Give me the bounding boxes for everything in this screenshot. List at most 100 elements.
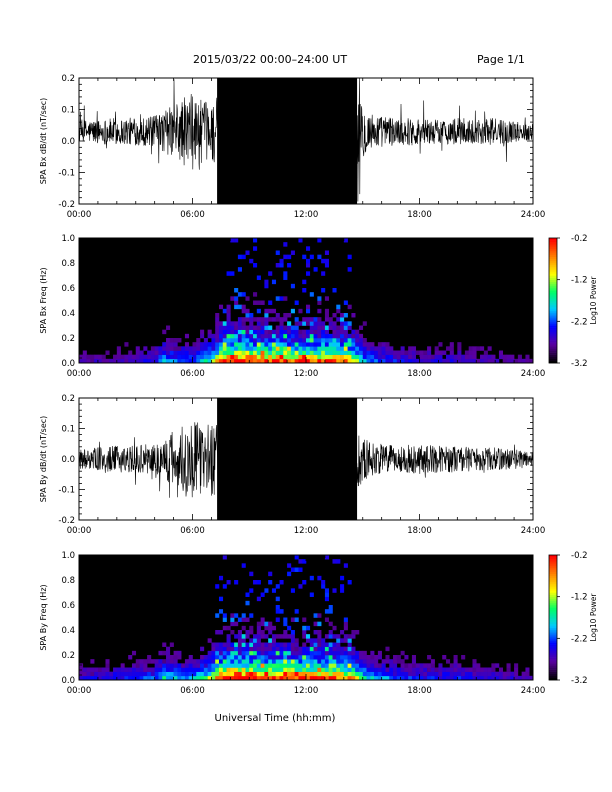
heatmap-cell <box>226 350 231 355</box>
heatmap-cell <box>290 308 295 314</box>
heatmap-cell <box>290 283 295 289</box>
heatmap-cell <box>358 358 364 364</box>
heatmap-cell <box>101 354 106 360</box>
y-tick-label: 0.0 <box>61 455 75 465</box>
heatmap-cell <box>113 675 118 681</box>
heatmap-cell <box>150 346 155 351</box>
heatmap-cell <box>256 671 261 677</box>
heatmap-cell <box>336 667 341 672</box>
heatmap-cell <box>287 659 292 664</box>
heatmap-cell <box>340 675 345 681</box>
heatmap-cell <box>268 308 273 314</box>
heatmap-cell <box>268 646 273 652</box>
heatmap-cell <box>332 325 337 330</box>
heatmap-cell <box>351 350 356 355</box>
heatmap-cell <box>434 358 439 364</box>
heatmap-cell <box>184 667 190 672</box>
heatmap-cell <box>370 663 375 668</box>
heatmap-cell <box>234 655 239 660</box>
heatmap-cell <box>150 675 155 681</box>
y-tick-label: 0.2 <box>61 394 75 404</box>
heatmap-cell <box>347 663 352 668</box>
heatmap-cell <box>415 675 420 681</box>
heatmap-cell <box>306 638 311 643</box>
heatmap-cell <box>253 246 258 251</box>
heatmap-cell <box>237 650 242 656</box>
heatmap-cell <box>306 625 311 631</box>
heatmap-cell <box>340 325 345 330</box>
heatmap-cell <box>90 354 95 360</box>
heatmap-cell <box>290 346 295 351</box>
heatmap-cell <box>249 655 254 660</box>
heatmap-cell <box>287 663 292 668</box>
heatmap-cell <box>321 325 326 330</box>
heatmap-cell <box>464 671 469 677</box>
heatmap-cell <box>275 313 280 318</box>
heatmap-cell <box>131 354 137 360</box>
heatmap-cell <box>218 646 224 652</box>
heatmap-cell <box>97 667 102 672</box>
heatmap-cell <box>389 346 394 351</box>
colorbar-segment <box>549 575 557 579</box>
heatmap-cell <box>139 663 144 668</box>
heatmap-cell <box>271 671 277 677</box>
heatmap-cell <box>294 325 299 330</box>
heatmap-cell <box>105 350 110 355</box>
heatmap-cell <box>147 350 152 355</box>
heatmap-cell <box>317 675 322 681</box>
heatmap-cell <box>294 646 299 652</box>
heatmap-cell <box>324 588 329 593</box>
heatmap-cell <box>294 642 299 647</box>
heatmap-cell <box>400 346 405 351</box>
heatmap-cell <box>453 671 458 677</box>
heatmap-cell <box>370 342 375 347</box>
colorbar-segment <box>549 588 557 591</box>
heatmap-cell <box>264 308 269 314</box>
colorbar-tick-label: -1.2 <box>571 276 588 286</box>
heatmap-cell <box>120 667 125 672</box>
heatmap-cell <box>226 634 231 639</box>
heatmap-cell <box>525 354 530 360</box>
heatmap-cell <box>245 317 250 322</box>
heatmap-cell <box>438 671 443 677</box>
heatmap-cell <box>302 317 307 322</box>
heatmap-cell <box>94 358 99 364</box>
heatmap-cell <box>408 358 413 364</box>
heatmap-cell <box>495 671 500 677</box>
heatmap-cell <box>218 329 224 335</box>
heatmap-cell <box>82 667 87 672</box>
heatmap-cell <box>309 333 314 339</box>
heatmap-cell <box>234 354 239 360</box>
colorbar-segment <box>549 306 557 310</box>
heatmap-cell <box>362 671 367 677</box>
colorbar-segment <box>549 246 557 249</box>
colorbar-segment <box>549 571 557 575</box>
heatmap-cell <box>241 254 246 260</box>
heatmap-cell <box>177 358 182 364</box>
heatmap-cell <box>237 329 242 335</box>
heatmap-cell <box>366 659 371 664</box>
heatmap-cell <box>245 675 250 681</box>
heatmap-cell <box>302 642 307 647</box>
heatmap-cell <box>275 646 280 652</box>
heatmap-cell <box>506 663 511 668</box>
heatmap-cell <box>498 354 504 360</box>
heatmap-cell <box>271 588 277 593</box>
heatmap-cell <box>234 621 239 627</box>
heatmap-cell <box>128 667 133 672</box>
heatmap-cell <box>124 671 129 677</box>
heatmap-cell <box>279 634 284 639</box>
heatmap-cell <box>279 675 284 681</box>
heatmap-cell <box>498 350 504 355</box>
heatmap-cell <box>135 350 140 355</box>
heatmap-cell <box>237 342 242 347</box>
heatmap-cell <box>287 325 292 330</box>
heatmap-cell <box>290 250 295 255</box>
heatmap-cell <box>196 663 201 668</box>
heatmap-cell <box>324 308 329 314</box>
heatmap-cell <box>105 663 110 668</box>
heatmap-cell <box>245 350 250 355</box>
heatmap-cell <box>256 308 261 314</box>
heatmap-cell <box>347 333 352 339</box>
heatmap-cell <box>215 313 220 318</box>
